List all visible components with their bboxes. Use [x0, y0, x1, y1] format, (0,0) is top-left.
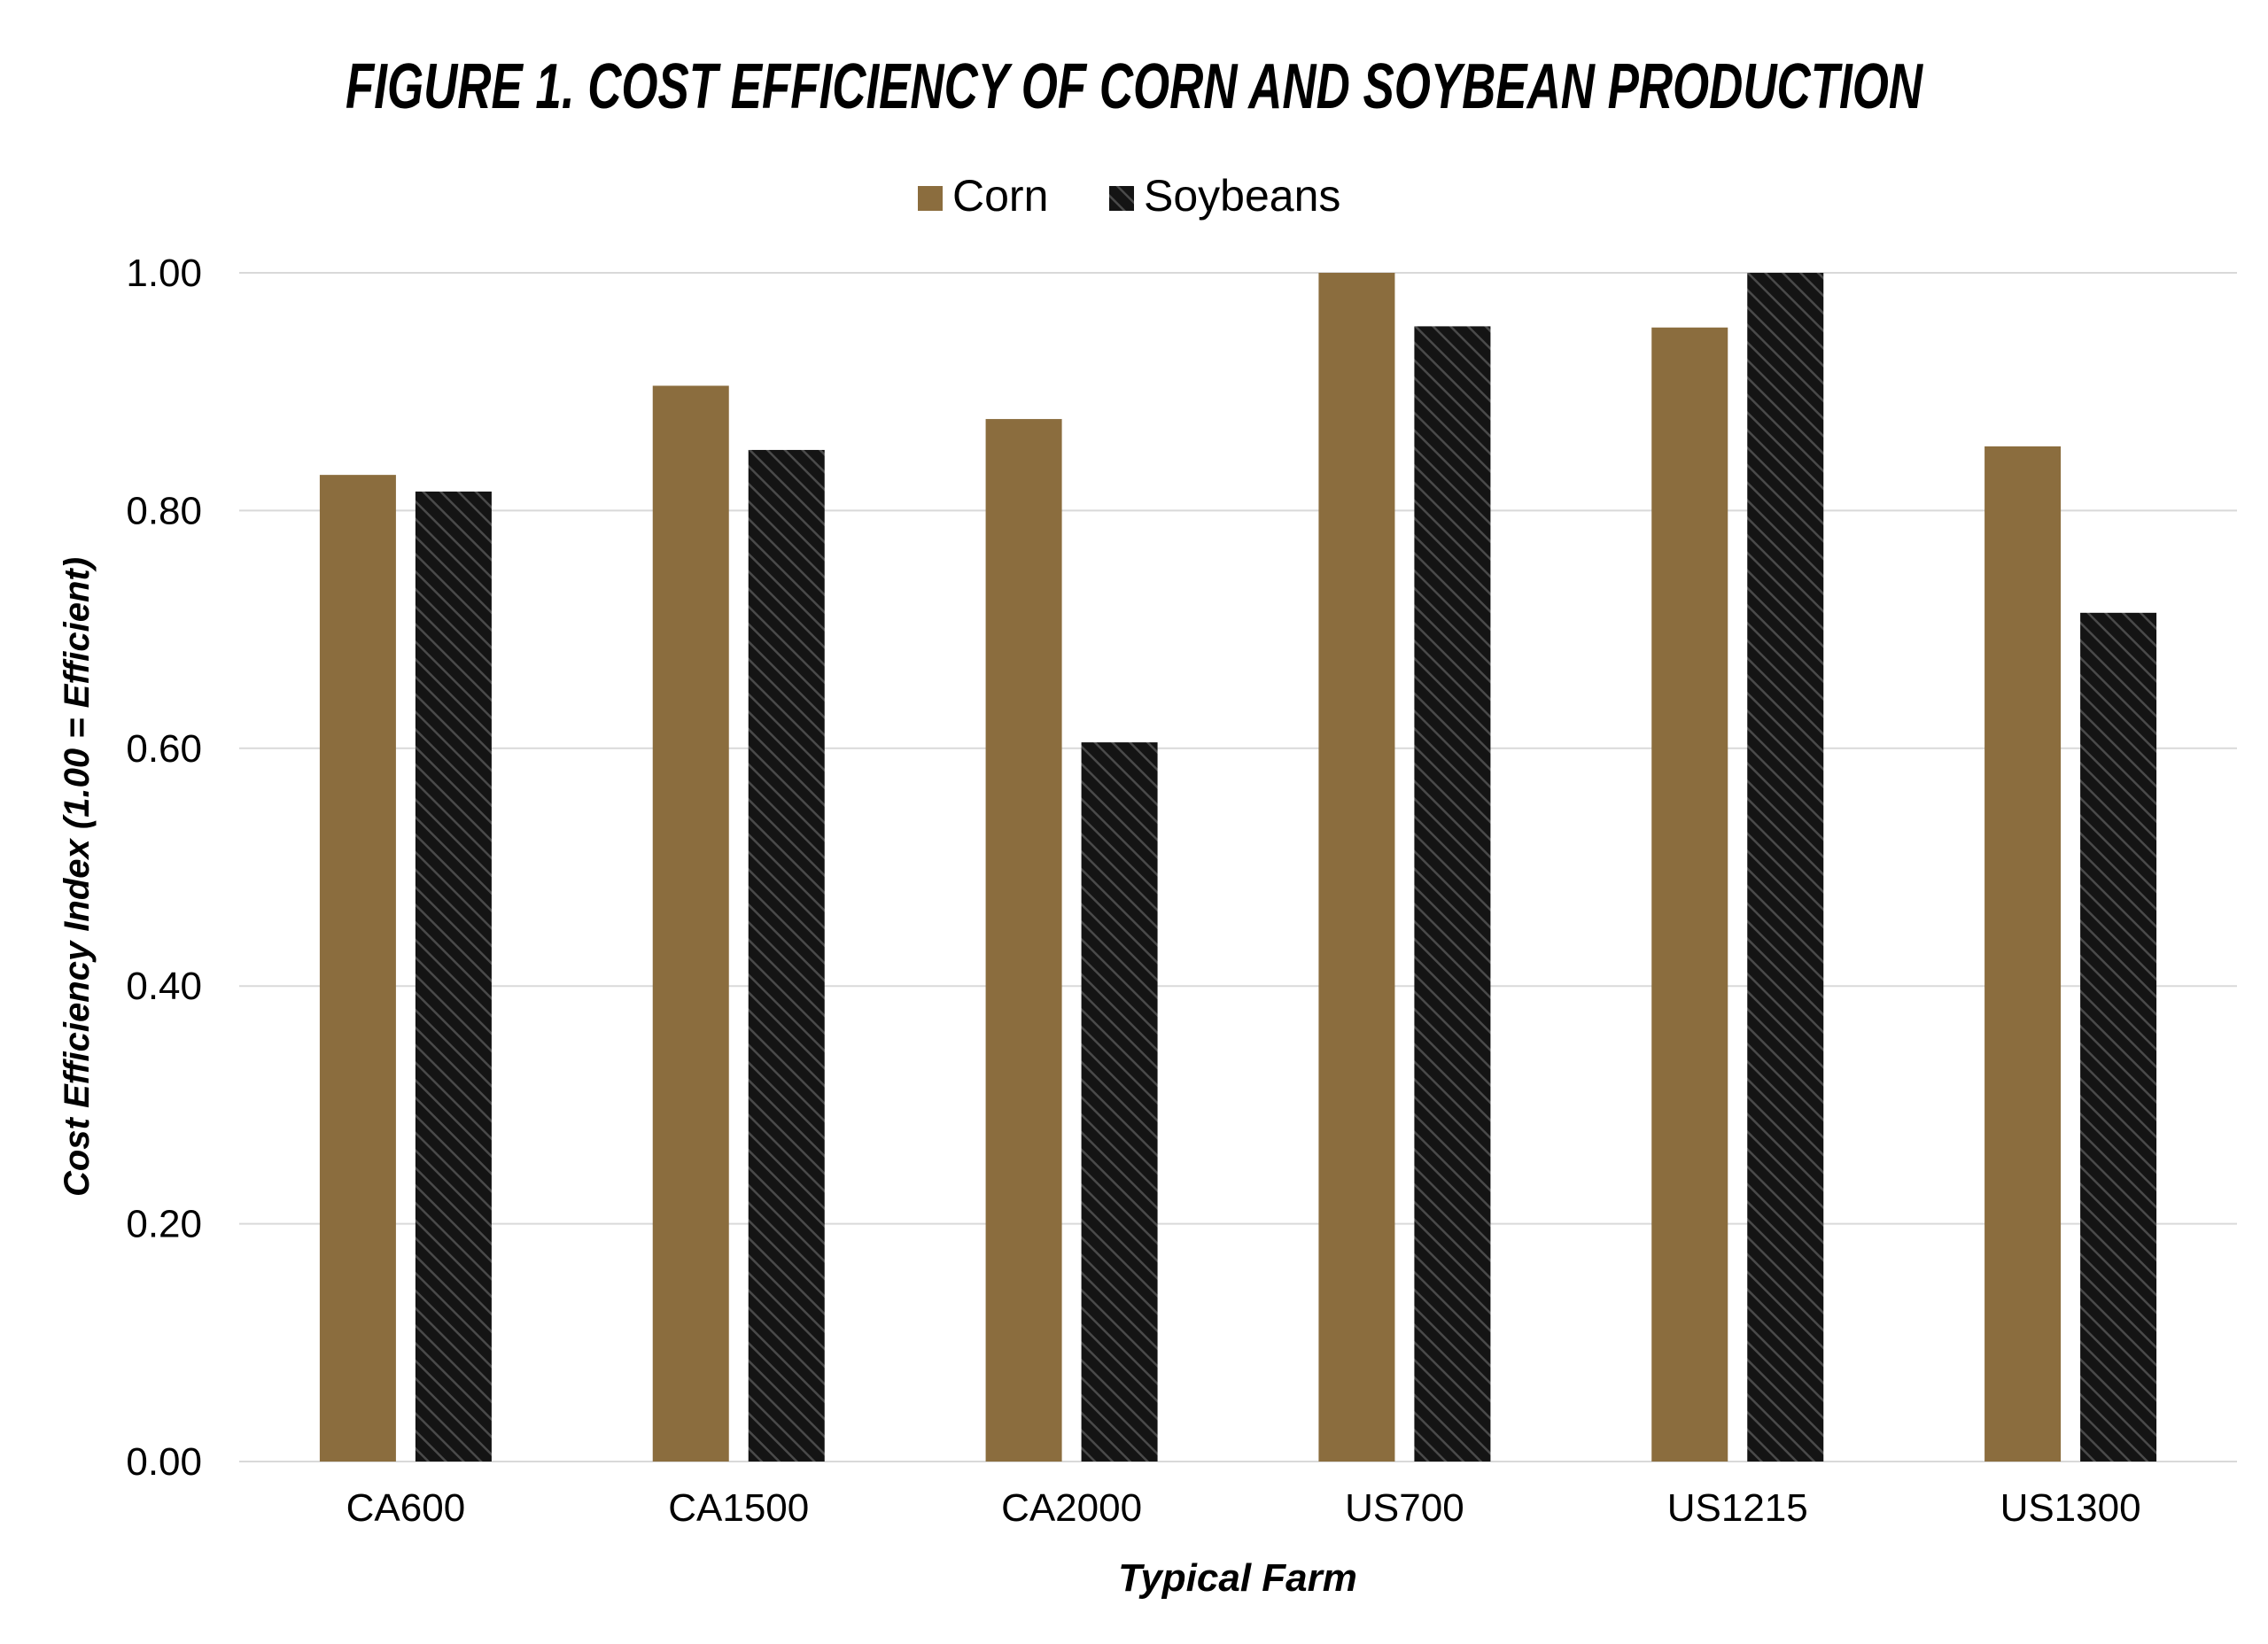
x-tick-label: CA600: [346, 1486, 466, 1530]
x-axis-title: Typical Farm: [1118, 1556, 1357, 1600]
bars: [319, 273, 2157, 1462]
legend-swatch-corn: [918, 186, 943, 211]
y-axis-ticks: 0.00 0.20 0.40 0.60 0.80 1.00: [126, 252, 202, 1484]
gridlines: [239, 272, 2237, 1462]
x-tick-label: US700: [1345, 1486, 1464, 1530]
bar-soybeans-ca2000: [1081, 742, 1158, 1462]
legend: Corn Soybeans: [918, 171, 1340, 221]
x-tick-label: CA2000: [1001, 1486, 1142, 1530]
x-tick-label: US1300: [2000, 1486, 2141, 1530]
bar-soybeans-us1215: [1747, 273, 1824, 1462]
x-tick-label: US1215: [1667, 1486, 1808, 1530]
chart-title: FIGURE 1. COST EFFICIENCY OF CORN AND SO…: [346, 51, 1923, 122]
legend-label-corn: Corn: [952, 171, 1048, 221]
bar-soybeans-ca1500: [748, 449, 825, 1462]
bar-corn-ca2000: [985, 419, 1062, 1462]
y-tick-label: 0.60: [126, 727, 202, 771]
bar-soybeans-ca600: [415, 491, 492, 1462]
x-tick-label: CA1500: [668, 1486, 809, 1530]
y-tick-label: 0.80: [126, 489, 202, 532]
x-axis-ticks: CA600 CA1500 CA2000 US700 US1215 US1300: [346, 1486, 2141, 1530]
legend-swatch-soybeans: [1109, 186, 1134, 211]
bar-corn-ca600: [319, 475, 396, 1462]
y-tick-label: 0.00: [126, 1440, 202, 1484]
y-tick-label: 0.40: [126, 965, 202, 1008]
bar-soybeans-us700: [1414, 326, 1491, 1462]
bar-corn-us1300: [1984, 446, 2062, 1462]
bar-corn-us700: [1318, 273, 1395, 1462]
legend-label-soybeans: Soybeans: [1144, 171, 1340, 221]
bar-corn-ca1500: [652, 385, 729, 1462]
bar-soybeans-us1300: [2080, 612, 2157, 1462]
bar-corn-us1215: [1651, 327, 1728, 1462]
y-tick-label: 1.00: [126, 252, 202, 295]
y-axis-title: Cost Efficiency Index (1.00 = Efficient): [58, 557, 97, 1197]
y-tick-label: 0.20: [126, 1203, 202, 1246]
